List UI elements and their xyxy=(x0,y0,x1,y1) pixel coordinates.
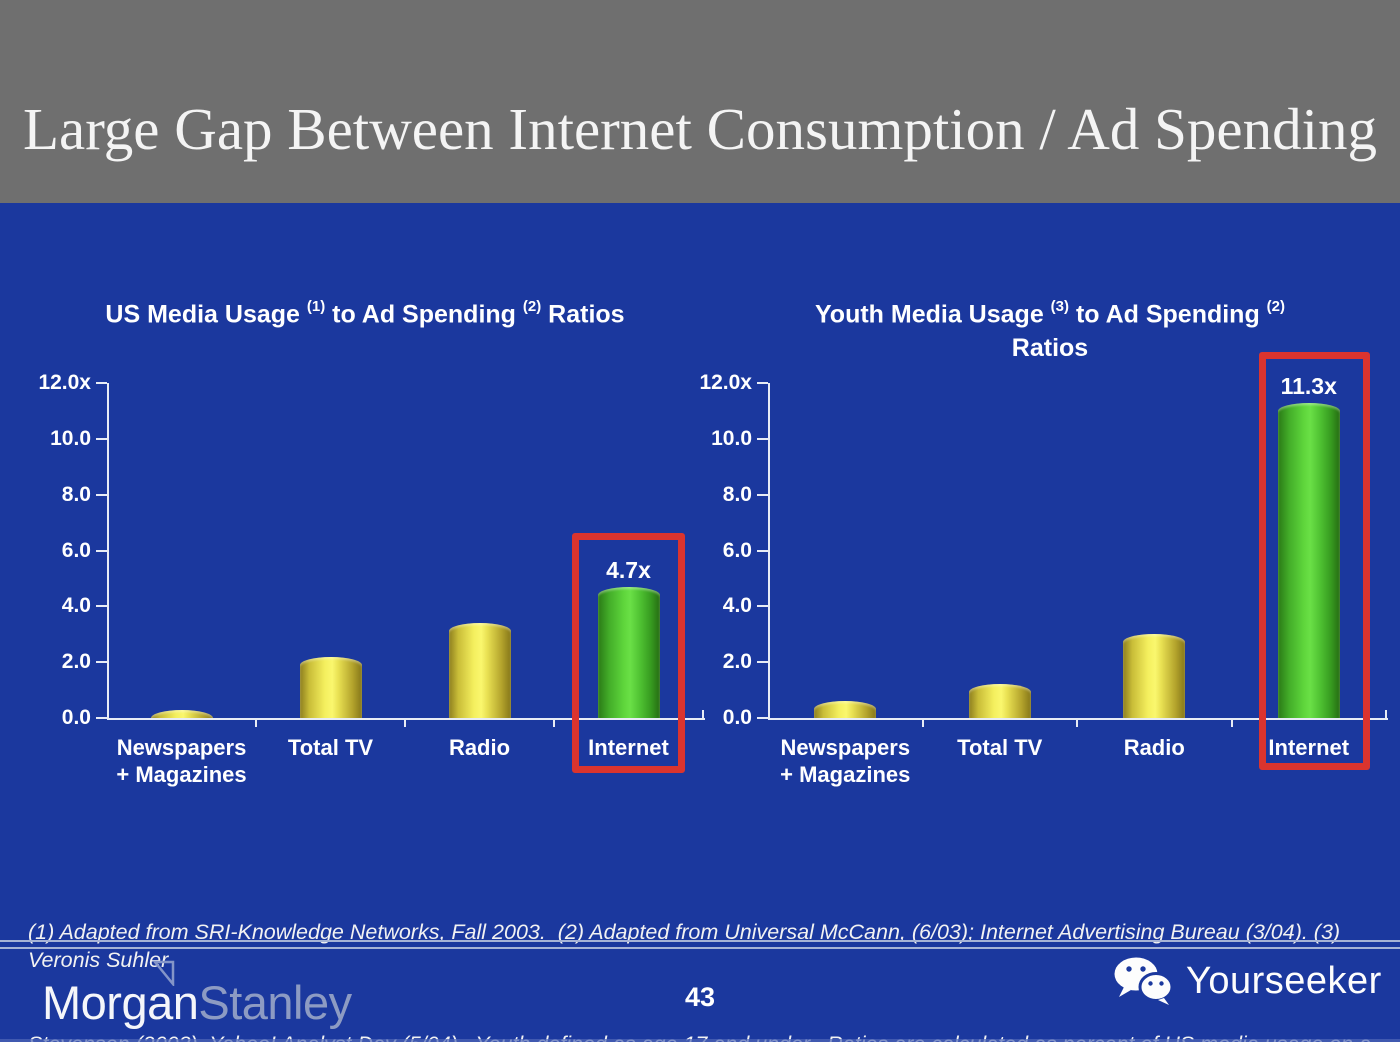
youth-media-usage-chart: 12.0x 10.0 8.0 6.0 4.0 2.0 0.0 Newspapers + Maga… xyxy=(699,370,1400,810)
y-axis-label: 8.0 xyxy=(61,482,91,506)
x-axis-tick xyxy=(404,720,406,727)
y-axis-line xyxy=(768,383,770,720)
logo-text-stanley: Stanley xyxy=(198,976,352,1029)
title-line2: Ratios xyxy=(1011,334,1089,363)
y-axis-tick xyxy=(96,661,107,664)
bar-newspapers xyxy=(814,701,877,718)
bar-internet xyxy=(597,587,660,718)
category-label-line: + Magazines xyxy=(116,762,247,787)
bar-radio xyxy=(448,623,511,718)
x-axis-end-tick xyxy=(702,710,704,718)
y-axis-label: 12.0x xyxy=(38,371,91,394)
y-axis-tick xyxy=(757,382,768,384)
x-axis-line xyxy=(768,718,1388,720)
category-label-line: Internet xyxy=(1268,735,1350,760)
title-text: Ratios xyxy=(541,300,625,329)
x-axis-tick xyxy=(921,720,924,727)
y-axis-tick xyxy=(757,605,768,608)
category-label: Newspapers + Magazines xyxy=(760,734,930,788)
category-label-line: Newspapers xyxy=(780,735,911,760)
category-label-line: Newspapers xyxy=(116,735,247,760)
category-label: Internet xyxy=(544,734,714,761)
y-axis-label: 12.0x xyxy=(699,371,752,394)
category-label: Newspapers + Magazines xyxy=(97,734,267,788)
footer-divider xyxy=(0,940,1400,949)
left-chart-title: US Media Usage (1) to Ad Spending (2) Ra… xyxy=(60,292,670,331)
y-axis-tick xyxy=(96,437,107,440)
x-axis-tick xyxy=(255,720,257,727)
y-axis-label: 2.0 xyxy=(722,650,752,674)
us-media-usage-chart: 12.0x 10.0 8.0 6.0 4.0 2.0 0.0 Newspapers + Maga… xyxy=(0,370,720,810)
category-label: Total TV xyxy=(246,734,416,761)
category-label-line: Radio xyxy=(448,735,511,760)
category-label-line: Internet xyxy=(588,735,669,760)
category-label: Radio xyxy=(395,734,565,761)
internet-highlight-box-right xyxy=(1259,352,1370,770)
bar-total-tv xyxy=(299,657,362,718)
x-axis-end-tick xyxy=(1385,710,1387,718)
y-axis-label: 8.0 xyxy=(722,482,752,506)
y-axis-label: 4.0 xyxy=(722,594,752,618)
y-axis-line xyxy=(107,383,109,720)
y-axis-tick xyxy=(96,605,107,608)
slide-title: Large Gap Between Internet Consumption /… xyxy=(22,96,1378,162)
bar-value-label: 4.7x xyxy=(606,557,651,583)
y-axis-tick xyxy=(757,493,768,496)
right-chart-title: Youth Media Usage (3) to Ad Spending (2)… xyxy=(765,292,1335,365)
y-axis-label: 10.0 xyxy=(50,426,91,450)
y-axis-tick xyxy=(757,549,768,552)
x-axis-tick xyxy=(553,720,555,727)
bar-total-tv xyxy=(968,684,1031,718)
y-axis-label: 10.0 xyxy=(711,426,752,450)
x-axis-line xyxy=(107,718,705,720)
title-superscript: (1) xyxy=(306,298,326,315)
title-superscript: (2) xyxy=(1266,298,1286,315)
bar-value-label: 11.3x xyxy=(1280,373,1337,399)
title-text: to Ad Spending xyxy=(325,300,523,329)
category-label-line: Total TV xyxy=(287,735,374,760)
x-axis-tick xyxy=(1230,720,1233,727)
title-superscript: (2) xyxy=(522,298,542,315)
morgan-stanley-flag-icon xyxy=(152,960,175,986)
internet-highlight-box-left xyxy=(572,533,685,773)
y-axis-label: 0.0 xyxy=(722,706,752,729)
watermark: Yourseeker xyxy=(1112,956,1382,1006)
y-axis-label: 6.0 xyxy=(722,538,752,562)
bar-newspapers xyxy=(150,710,213,718)
y-axis-tick xyxy=(757,717,768,719)
y-axis-tick xyxy=(96,493,107,496)
y-axis-tick xyxy=(96,717,107,719)
y-axis-label: 4.0 xyxy=(61,594,91,618)
category-label-line: + Magazines xyxy=(780,762,911,787)
y-axis-tick xyxy=(96,382,107,384)
title-text: Youth Media Usage xyxy=(814,300,1051,329)
category-label: Radio xyxy=(1069,734,1239,761)
y-axis-label: 6.0 xyxy=(61,538,91,562)
title-text: to Ad Spending xyxy=(1069,300,1267,329)
category-label-line: Total TV xyxy=(957,735,1043,760)
bottom-edge-strip xyxy=(0,1039,1400,1042)
y-axis-tick xyxy=(757,437,768,440)
y-axis-tick xyxy=(757,661,768,664)
wechat-icon xyxy=(1114,957,1174,1005)
bar-radio xyxy=(1123,634,1186,718)
bar-internet xyxy=(1277,403,1340,718)
y-axis-label: 2.0 xyxy=(61,650,91,674)
y-axis-label: 0.0 xyxy=(61,706,91,729)
title-text: US Media Usage xyxy=(105,300,307,329)
page-number: 43 xyxy=(684,982,716,1012)
y-axis-tick xyxy=(96,549,107,552)
category-label: Internet xyxy=(1224,734,1394,761)
header-band: Large Gap Between Internet Consumption /… xyxy=(0,0,1400,203)
category-label-line: Radio xyxy=(1123,735,1185,760)
category-label: Total TV xyxy=(915,734,1085,761)
footnote-line: Stevenson (2003), Yahoo! Analyst Day (5/… xyxy=(28,1030,1388,1042)
x-axis-tick xyxy=(1076,720,1078,727)
watermark-label: Yourseeker xyxy=(1186,959,1382,1002)
title-superscript: (3) xyxy=(1050,298,1070,315)
